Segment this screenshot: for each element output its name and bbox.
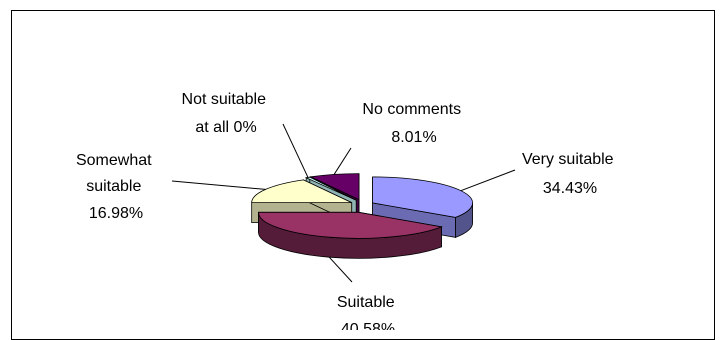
leader-lines (171, 123, 516, 283)
chart-frame (11, 10, 715, 340)
slice-top-very-suitable (372, 176, 473, 218)
pie-chart: Very suitable 34.43% Suitable 40.58% Som… (76, 91, 618, 330)
label-somewhat-suitable: Somewhat suitable 16.98% (76, 152, 156, 222)
label-suitable: Suitable 40.58% (337, 294, 399, 330)
leader-somewhat-suitable (171, 180, 266, 190)
leader-not-suitable-at-all (282, 123, 309, 178)
label-very-suitable: Very suitable 34.43% (522, 151, 618, 197)
data-labels: Very suitable 34.43% Suitable 40.58% Som… (76, 91, 618, 330)
label-no-comments: No comments 8.01% (362, 101, 465, 146)
leader-suitable (328, 256, 353, 283)
slice-top-not-suitable-at-all (304, 176, 357, 201)
slice-top-no-comments (309, 173, 360, 201)
slice-top-somewhat-suitable (251, 179, 352, 204)
slice-suitable (258, 211, 443, 259)
pie-slices (251, 173, 473, 259)
label-not-suitable: Not suitable at all 0% (182, 91, 271, 136)
leader-very-suitable (460, 169, 516, 192)
slice-top-suitable (258, 211, 443, 239)
leader-no-comments (333, 147, 352, 175)
